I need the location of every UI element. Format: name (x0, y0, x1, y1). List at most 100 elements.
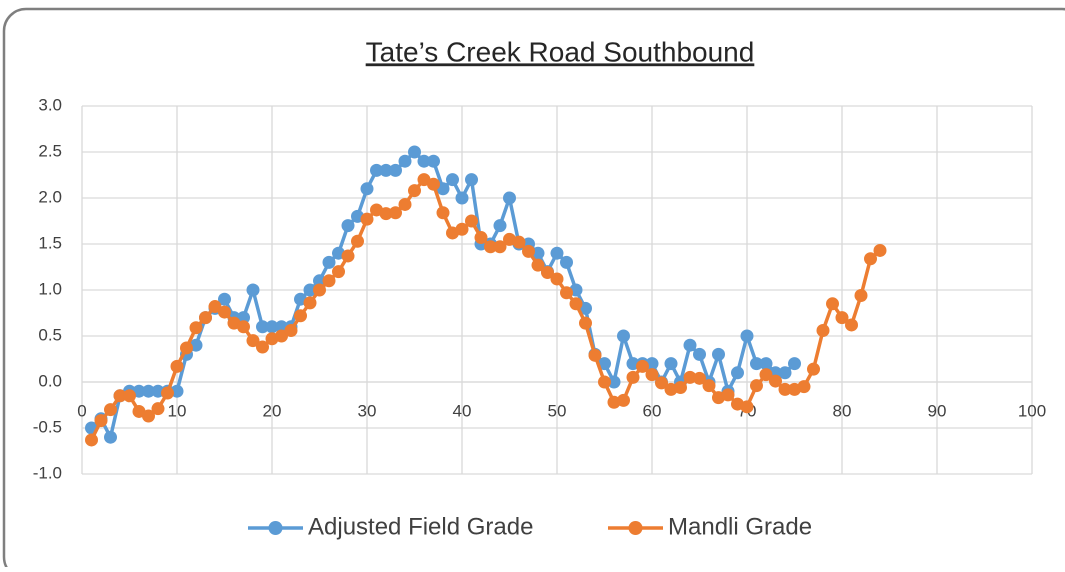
data-point (636, 359, 649, 373)
data-point (531, 258, 545, 272)
data-point (237, 311, 250, 325)
legend-marker (268, 521, 283, 535)
data-point (275, 329, 288, 343)
data-point (788, 357, 801, 371)
data-point (360, 212, 374, 226)
data-point (493, 240, 507, 254)
data-point (322, 274, 336, 288)
legend-marker (628, 521, 643, 535)
data-point (465, 214, 478, 228)
chart-border (2, 7, 1065, 572)
y-tick-label: 1.5 (38, 233, 62, 252)
x-tick-label: 80 (833, 401, 852, 420)
data-point (512, 235, 526, 249)
data-point (436, 206, 450, 220)
data-point (389, 163, 402, 177)
data-point (199, 311, 212, 325)
x-tick-label: 90 (928, 401, 947, 420)
x-tick-label: 20 (263, 401, 282, 420)
data-point (370, 163, 383, 177)
data-point (208, 300, 222, 314)
data-point (522, 244, 535, 258)
data-point (816, 323, 830, 337)
data-point (170, 359, 184, 373)
data-point (256, 340, 269, 354)
x-tick-label: 0 (77, 401, 86, 420)
y-tick-label: 3.0 (38, 95, 62, 114)
data-point (104, 430, 117, 444)
data-point (683, 370, 697, 384)
data-point (360, 182, 374, 196)
data-point (303, 296, 317, 310)
data-point (142, 384, 155, 398)
data-point (693, 371, 706, 385)
data-point (560, 286, 573, 300)
data-point (617, 329, 630, 343)
plot-area (85, 145, 887, 447)
legend-label: Mandli Grade (668, 513, 812, 540)
data-point (379, 207, 393, 221)
data-point (598, 375, 611, 389)
data-point (104, 403, 117, 417)
data-point (797, 380, 811, 394)
data-point (284, 323, 298, 337)
data-point (588, 348, 602, 362)
data-point (873, 243, 887, 257)
data-point (484, 240, 497, 254)
data-point (854, 289, 868, 303)
data-point (579, 316, 592, 330)
data-point (693, 347, 706, 361)
data-point (161, 386, 174, 400)
data-point (322, 255, 336, 269)
y-tick-label: 1.0 (38, 279, 62, 298)
legend-label: Adjusted Field Grade (308, 513, 533, 540)
y-tick-label: 0.5 (38, 325, 62, 344)
data-point (845, 318, 858, 332)
data-point (674, 381, 687, 395)
data-point (379, 163, 393, 177)
data-point (569, 297, 583, 311)
data-point (341, 249, 355, 263)
data-point (550, 272, 564, 286)
data-point (864, 252, 877, 266)
x-tick-label: 100 (1018, 401, 1046, 420)
data-point (408, 145, 421, 159)
data-point (645, 368, 659, 382)
data-point (256, 320, 269, 334)
data-point (180, 341, 193, 355)
data-point (541, 266, 554, 280)
data-point (740, 400, 754, 414)
data-point (750, 357, 763, 371)
data-point (702, 379, 716, 393)
data-point (313, 283, 326, 297)
data-point (351, 234, 364, 248)
data-point (455, 222, 469, 236)
y-tick-label: 2.0 (38, 187, 62, 206)
data-point (427, 177, 440, 191)
data-point (218, 305, 231, 319)
data-point (778, 366, 792, 380)
data-point (826, 297, 839, 311)
data-point (769, 374, 782, 388)
data-point (455, 191, 469, 205)
grid: -1.0 -0.5 0.0 0.5 1.0 1.5 2.0 2.5 3.0 0 10 20 30 40 50… (33, 95, 1046, 482)
data-point (427, 154, 440, 168)
data-point (731, 366, 744, 380)
data-point (123, 389, 136, 403)
data-point (721, 388, 735, 402)
data-point (417, 154, 431, 168)
data-point (313, 274, 326, 288)
data-point (759, 357, 773, 371)
data-point (474, 231, 488, 245)
data-point (712, 347, 725, 361)
x-tick-label: 50 (548, 401, 567, 420)
data-point (246, 334, 260, 348)
data-point (807, 362, 820, 376)
data-point (408, 184, 421, 198)
data-point (835, 311, 849, 325)
data-point (607, 375, 621, 389)
data-point (493, 219, 507, 233)
data-point (598, 357, 611, 371)
